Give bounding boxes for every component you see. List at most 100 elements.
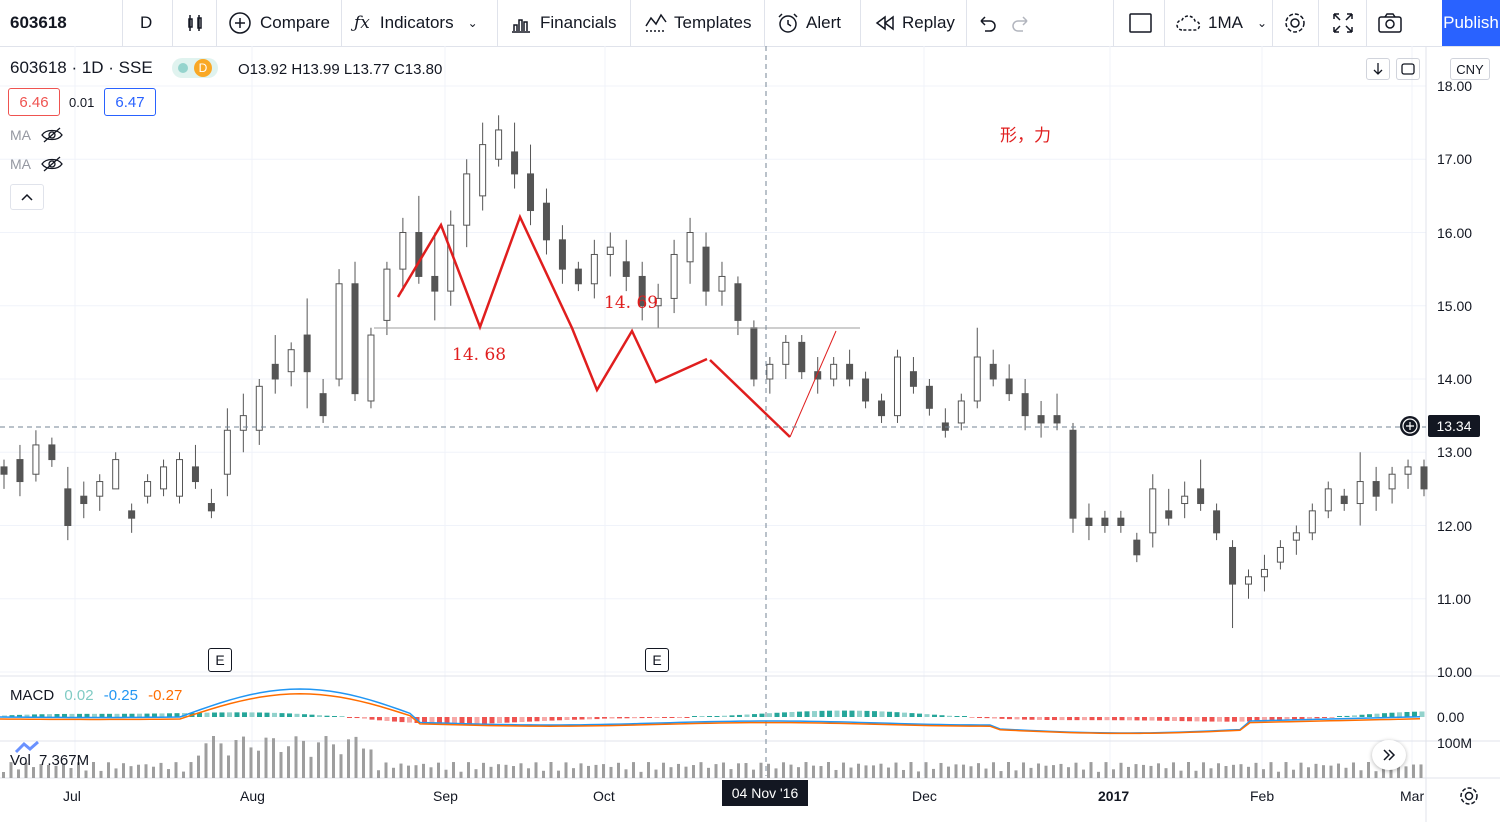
macd-histogram-bar	[542, 717, 547, 721]
publish-button[interactable]: Publish	[1442, 0, 1500, 46]
candle-body	[973, 356, 981, 402]
fullscreen-layout-button[interactable]	[1128, 0, 1154, 46]
macd-histogram-bar	[287, 713, 292, 717]
ma-indicator-2[interactable]: MA	[10, 156, 63, 172]
level-label-upper[interactable]: 14. 69	[604, 293, 659, 313]
candle-body	[782, 341, 790, 365]
time-tick-label: Feb	[1250, 788, 1275, 804]
macd-histogram-bar	[977, 717, 982, 718]
price-chart[interactable]	[0, 46, 1500, 822]
alert-button[interactable]: Alert	[776, 0, 841, 46]
macd-histogram-bar	[399, 717, 405, 723]
candle-body	[1085, 517, 1093, 526]
volume-bar	[1419, 764, 1423, 778]
layout-label: 1MA	[1208, 13, 1243, 32]
price-tick-label: 12.00	[1437, 517, 1473, 534]
macd-histogram-bar	[722, 715, 727, 717]
chart-type-button[interactable]	[184, 0, 206, 46]
macd-histogram-bar	[92, 713, 97, 717]
volume-bar	[392, 767, 395, 778]
earnings-event-marker[interactable]: E	[208, 648, 232, 672]
volume-bar	[84, 770, 88, 778]
macd-histogram-bar	[257, 712, 262, 717]
volume-bar	[1074, 762, 1078, 778]
templates-button[interactable]: Templates	[644, 0, 751, 46]
macd-histogram-bar	[594, 717, 600, 720]
macd-histogram-bar	[32, 714, 37, 717]
financials-button[interactable]: Financials	[510, 0, 617, 46]
time-tick-label: 2017	[1098, 788, 1130, 804]
maximize-pane-button[interactable]	[1396, 58, 1420, 80]
scroll-down-button[interactable]	[1366, 58, 1390, 80]
candle-body	[0, 466, 8, 475]
snapshot-button[interactable]	[1377, 0, 1403, 46]
sell-price-button[interactable]: 6.46	[8, 88, 60, 116]
currency-button[interactable]: CNY	[1450, 58, 1490, 80]
macd-histogram-bar	[219, 712, 225, 717]
volume-bar	[999, 771, 1003, 778]
candle-body	[893, 356, 901, 417]
status-dot-icon	[178, 63, 188, 73]
compare-button[interactable]: Compare	[228, 0, 330, 46]
ma-indicator-1[interactable]: MA	[10, 127, 63, 143]
eye-off-icon[interactable]	[40, 126, 64, 144]
volume-bar	[444, 769, 448, 778]
macd-histogram-bar	[392, 717, 397, 722]
crosshair-plus-button[interactable]	[1400, 416, 1420, 436]
settings-button[interactable]	[1283, 0, 1307, 46]
volume-bar	[317, 742, 320, 778]
volume-bar	[174, 762, 178, 778]
candle-body	[670, 253, 678, 299]
axis-settings-button[interactable]	[1458, 785, 1480, 812]
volume-bar	[1112, 769, 1115, 778]
macd-signal-value: -0.27	[148, 687, 183, 704]
macd-histogram-bar	[1359, 714, 1365, 717]
macd-histogram-bar	[39, 714, 45, 717]
macd-label: MACD	[10, 687, 55, 704]
candle-body	[1244, 576, 1252, 585]
replay-button[interactable]: Replay	[874, 0, 955, 46]
candle-body	[1181, 495, 1189, 505]
macd-histogram-bar	[729, 715, 735, 717]
macd-histogram-bar	[444, 717, 450, 724]
candle-body	[239, 415, 247, 431]
macd-histogram-bar	[377, 717, 382, 721]
collapse-legend-button[interactable]	[10, 184, 44, 210]
macd-legend[interactable]: MACD 0.02 -0.25 -0.27	[10, 687, 182, 704]
eye-off-icon[interactable]	[40, 155, 64, 173]
volume-bar	[917, 771, 920, 778]
macd-histogram-bar	[264, 712, 270, 717]
chevron-down-icon: ⌄	[467, 16, 478, 30]
fullscreen-button[interactable]	[1331, 0, 1355, 46]
volume-bar	[542, 770, 545, 778]
scroll-to-realtime-button[interactable]	[1372, 740, 1406, 770]
redo-button[interactable]	[1010, 0, 1032, 46]
undo-button[interactable]	[976, 0, 998, 46]
volume-bar	[849, 767, 853, 778]
macd-histogram-bar	[587, 717, 592, 720]
earnings-event-marker[interactable]: E	[645, 648, 669, 672]
symbol-search[interactable]: 603618	[10, 13, 67, 32]
macd-histogram-bar	[504, 717, 510, 723]
volume-bar	[137, 764, 140, 778]
level-label-lower[interactable]: 14. 68	[452, 345, 507, 365]
buy-price-button[interactable]: 6.47	[104, 88, 156, 116]
macd-histogram-bar	[1292, 717, 1297, 720]
volume-bar	[39, 764, 43, 778]
macd-histogram-bar	[1374, 713, 1380, 717]
candle-body	[463, 173, 471, 226]
volume-bar	[99, 770, 103, 778]
layout-button[interactable]: 1MA ⌄	[1174, 0, 1267, 46]
volume-bar	[639, 771, 643, 778]
volume-legend[interactable]: Vol 7.367M	[10, 752, 89, 769]
volume-bar	[1097, 771, 1100, 778]
indicators-button[interactable]: ƒx Indicators ⌄	[354, 0, 478, 46]
redo-icon	[1012, 16, 1028, 32]
volume-bar	[1067, 767, 1070, 778]
interval-button[interactable]: D	[140, 13, 153, 32]
annotation-text[interactable]: 形，力	[1000, 126, 1051, 146]
volume-bar	[204, 743, 208, 778]
candle-body	[718, 275, 726, 292]
volume-bar	[594, 764, 598, 778]
volume-bar	[1157, 763, 1160, 778]
